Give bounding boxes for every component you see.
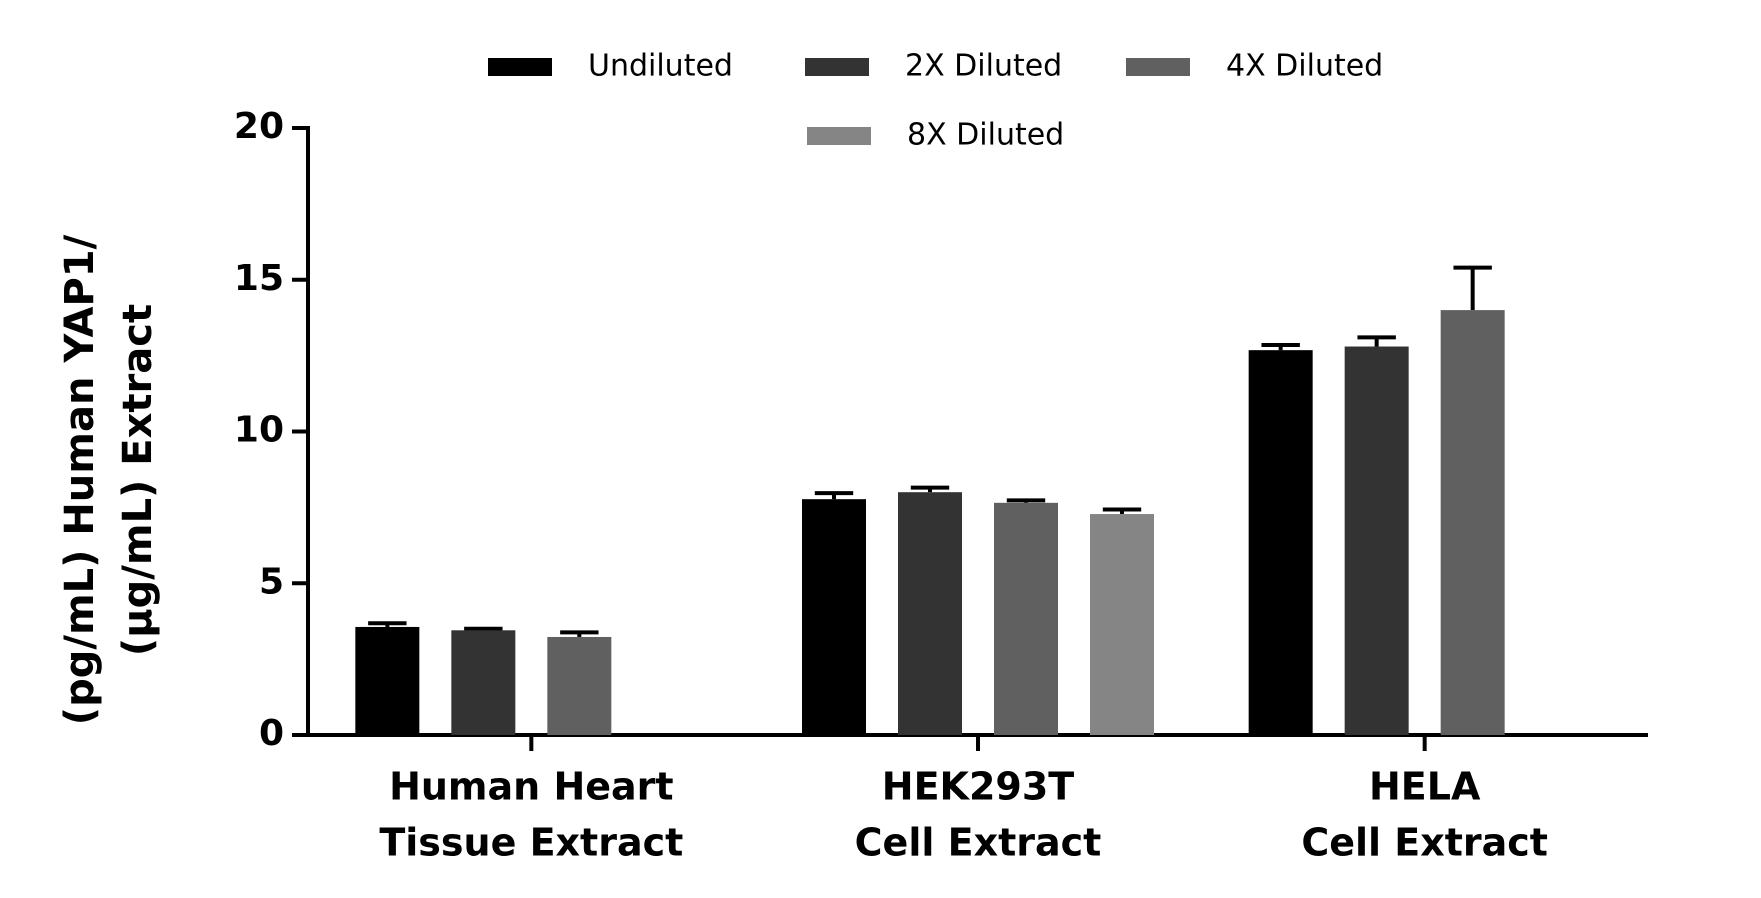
legend-swatch: [1126, 58, 1190, 76]
legend-swatch: [807, 127, 871, 145]
x-tick-label: HEK293T: [882, 765, 1075, 809]
x-tick-label: Cell Extract: [1301, 821, 1548, 865]
x-tick-label: Tissue Extract: [379, 821, 683, 865]
bar: [451, 630, 516, 735]
bar: [1090, 514, 1154, 735]
bar: [1248, 350, 1313, 735]
bar: [802, 499, 866, 735]
bar: [547, 636, 612, 735]
y-axis-label: (µg/mL) Extract: [115, 304, 161, 656]
legend-swatch: [488, 58, 552, 76]
y-tick-label: 15: [234, 258, 284, 299]
legend-label: 2X Diluted: [905, 49, 1062, 84]
x-tick-label: Cell Extract: [855, 821, 1102, 865]
y-tick-label: 5: [259, 561, 284, 602]
bar: [1440, 310, 1505, 735]
y-tick-label: 10: [234, 410, 284, 451]
bar: [994, 502, 1058, 735]
bar: [1344, 346, 1409, 735]
bar: [898, 492, 962, 735]
legend-label: 8X Diluted: [907, 118, 1064, 153]
x-tick-label: Human Heart: [389, 765, 674, 809]
legend-swatch: [805, 58, 869, 76]
y-tick-label: 0: [259, 713, 284, 754]
y-tick-label: 20: [234, 106, 284, 147]
bar: [355, 626, 420, 735]
y-axis-label: (pg/mL) Human YAP1/: [57, 234, 103, 725]
x-tick-label: HELA: [1369, 765, 1481, 809]
legend-label: Undiluted: [588, 49, 733, 84]
legend-label: 4X Diluted: [1226, 49, 1383, 84]
